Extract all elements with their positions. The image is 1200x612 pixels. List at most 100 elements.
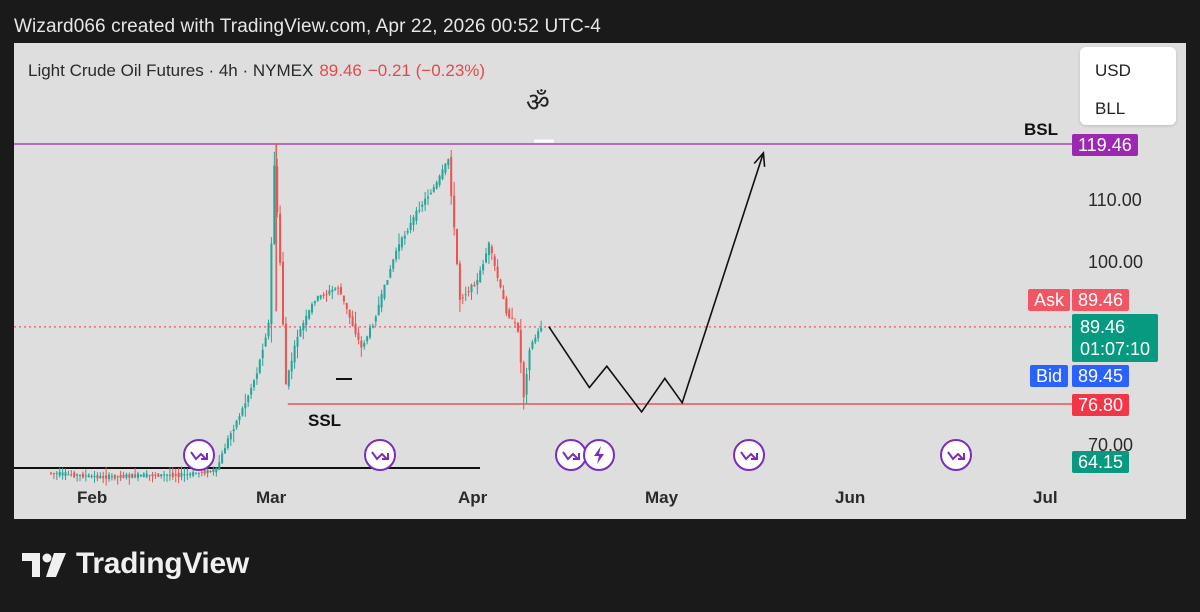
candle-body	[435, 182, 438, 189]
tradingview-logo-icon	[22, 553, 66, 577]
bsl-label: BSL	[1024, 120, 1058, 139]
candle-body	[531, 341, 534, 349]
currency-option-bll[interactable]: BLL	[1095, 99, 1126, 118]
candle-body	[537, 331, 540, 339]
candle-body	[369, 327, 372, 338]
candle-body	[212, 469, 215, 472]
bar-countdown: 01:07:10	[1080, 339, 1151, 359]
bid-label-tag: Bid	[1030, 365, 1069, 387]
candle-body	[215, 467, 218, 473]
candle-body	[157, 473, 160, 477]
y-tick-label: 70.00	[1088, 435, 1134, 455]
candle-body	[128, 474, 131, 478]
candle-body	[84, 475, 87, 477]
last-price-value: 89.46	[1080, 317, 1126, 337]
event-arrow-icon	[562, 451, 579, 461]
price-chart[interactable]	[14, 43, 1186, 519]
candle-body	[302, 322, 305, 331]
candle-body	[371, 325, 374, 328]
candle-body	[50, 472, 53, 474]
projection-arrowhead	[753, 150, 766, 167]
candle-body	[110, 476, 113, 478]
candle-body	[418, 209, 421, 211]
candle-body	[119, 474, 122, 479]
candle-body	[197, 472, 200, 474]
candle-body	[79, 474, 82, 476]
ssl-price-tag: 76.80	[1072, 394, 1130, 416]
currency-option-usd[interactable]: USD	[1095, 61, 1131, 80]
candle-body	[374, 316, 377, 322]
candle-body	[195, 473, 198, 475]
candle-body	[447, 159, 450, 166]
candle-body	[519, 330, 522, 363]
candle-body	[342, 295, 345, 302]
candle-body	[522, 362, 525, 398]
candle-body	[192, 472, 195, 476]
event-arrow-icon	[751, 453, 758, 460]
candle-body	[406, 230, 409, 233]
candle-body	[322, 294, 325, 297]
ask-label-tag: Ask	[1028, 289, 1071, 311]
candle-body	[293, 345, 296, 363]
candle-body	[229, 433, 232, 440]
candle-body	[354, 323, 357, 335]
candle-body	[148, 474, 151, 476]
candle-body	[502, 290, 505, 300]
candle-body	[296, 336, 299, 347]
candle-body	[395, 250, 398, 260]
candle-body	[125, 474, 128, 478]
bid-price-tag: 89.45	[1072, 365, 1130, 387]
candle-body	[441, 169, 444, 180]
currency-menu[interactable]: USD BLL	[1080, 47, 1176, 125]
candle-body	[493, 256, 496, 266]
chart-header: Wizard066 created with TradingView.com, …	[14, 16, 601, 37]
candle-body	[253, 380, 256, 388]
candle-body	[81, 473, 84, 478]
candle-body	[76, 474, 79, 476]
candle-body	[232, 429, 235, 432]
candle-body	[360, 340, 363, 348]
candle-body	[279, 213, 282, 263]
candle-body	[400, 237, 403, 248]
chart-area[interactable]: Light Crude Oil Futures · 4h · NYMEX 89.4…	[14, 43, 1186, 519]
candle-body	[267, 322, 270, 337]
candle-body	[528, 349, 531, 371]
candle-body	[525, 374, 528, 395]
symbol-change: −0.21 (−0.23%)	[367, 61, 486, 80]
candle-body	[270, 243, 273, 325]
candle-body	[363, 343, 366, 347]
candle-body	[261, 349, 264, 359]
candle-body	[264, 337, 267, 347]
candle-body	[331, 289, 334, 292]
candle-body	[392, 259, 395, 269]
candle-body	[424, 198, 427, 205]
ssl-label: SSL	[308, 411, 342, 430]
candle-body	[308, 310, 311, 319]
candle-body	[427, 196, 430, 199]
candle-body	[142, 473, 145, 478]
candle-body	[499, 279, 502, 288]
candle-body	[221, 453, 224, 464]
event-arrow-icon	[382, 453, 389, 460]
x-tick-label: May	[645, 488, 679, 507]
candle-body	[93, 475, 96, 478]
candle-body	[87, 474, 90, 478]
event-arrow-icon	[740, 451, 757, 461]
event-arrow-icon	[371, 451, 388, 461]
x-tick-label: Apr	[458, 488, 488, 507]
event-arrow-icon	[947, 451, 964, 461]
candle-body	[429, 192, 432, 195]
candle-body	[351, 316, 354, 326]
candle-body	[505, 298, 508, 314]
candle-body	[113, 474, 116, 479]
candle-body	[134, 474, 137, 478]
candle-body	[273, 165, 276, 244]
candle-body	[487, 242, 490, 256]
candle-body	[316, 296, 319, 301]
candle-body	[514, 322, 517, 324]
event-arrow-icon	[958, 453, 965, 460]
candle-body	[380, 293, 383, 308]
candle-body	[73, 472, 76, 478]
projection-path	[548, 152, 765, 414]
candle-body	[99, 475, 102, 479]
